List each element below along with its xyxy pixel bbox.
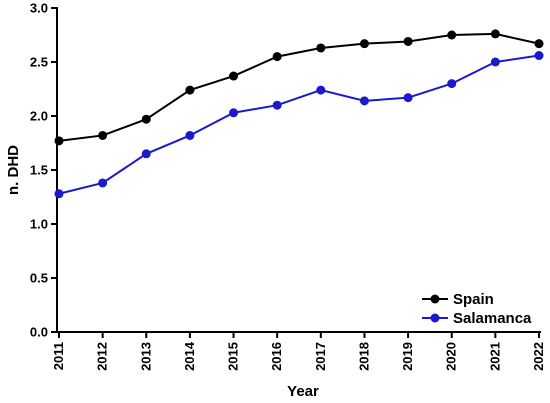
legend: Spain Salamanca [422, 291, 532, 327]
x-tick-label: 2014 [182, 341, 197, 371]
data-point-spain [316, 43, 326, 53]
series-layer [54, 29, 544, 199]
data-point-salamanca [359, 96, 369, 106]
data-point-spain [185, 85, 195, 95]
x-tick-label: 2016 [269, 342, 284, 371]
data-point-salamanca [316, 85, 326, 95]
x-axis-title: Year [287, 383, 319, 400]
y-tick-label: 1.0 [30, 217, 48, 232]
data-point-spain [447, 30, 457, 40]
data-point-salamanca [54, 189, 64, 199]
legend-label-salamanca: Salamanca [453, 310, 532, 327]
data-point-spain [403, 36, 413, 46]
y-tick-label: 1.5 [30, 163, 48, 178]
data-point-salamanca [229, 108, 239, 118]
data-point-salamanca [490, 57, 500, 67]
data-point-salamanca [141, 149, 151, 159]
legend-marker-salamanca [430, 313, 440, 323]
data-point-spain [359, 39, 369, 49]
data-point-spain [141, 114, 151, 124]
data-point-salamanca [534, 51, 544, 61]
data-point-salamanca [447, 79, 457, 89]
data-point-spain [490, 29, 500, 39]
x-tick-label: 2017 [313, 342, 328, 371]
x-tick-label: 2015 [226, 342, 241, 371]
x-tick-label: 2019 [400, 342, 415, 371]
data-point-spain [54, 136, 64, 146]
x-tick-label: 2013 [138, 342, 153, 371]
legend-label-spain: Spain [453, 291, 494, 308]
x-tick-label: 2012 [95, 342, 110, 371]
x-tick-label: 2011 [51, 342, 66, 370]
y-tick-label: 0.5 [30, 271, 48, 286]
y-tick-label: 0.0 [30, 325, 48, 340]
x-axis-ticks: 2011 2012 2013 2014 2015 2016 2017 2018 2019 2020… [51, 332, 546, 371]
y-tick-label: 3.0 [30, 1, 48, 16]
x-tick-label: 2018 [356, 342, 371, 371]
data-point-spain [534, 39, 544, 49]
series-line-spain [58, 32, 540, 142]
data-point-spain [272, 52, 282, 62]
x-tick-label: 2021 [487, 342, 502, 371]
y-axis-ticks: 0.0 0.5 1.0 1.5 2.0 2.5 3.0 [30, 1, 57, 340]
legend-marker-spain [430, 294, 440, 304]
y-tick-label: 2.5 [30, 55, 48, 70]
x-tick-label: 2022 [531, 342, 546, 371]
y-axis-title: n. DHD [5, 145, 22, 195]
data-point-salamanca [272, 100, 282, 110]
x-tick-label: 2020 [444, 342, 459, 371]
series-line-salamanca [58, 54, 540, 195]
data-point-salamanca [185, 130, 195, 140]
y-tick-label: 2.0 [30, 109, 48, 124]
data-point-spain [229, 71, 239, 81]
data-point-salamanca [98, 178, 108, 188]
data-point-spain [98, 130, 108, 140]
data-point-salamanca [403, 93, 413, 103]
